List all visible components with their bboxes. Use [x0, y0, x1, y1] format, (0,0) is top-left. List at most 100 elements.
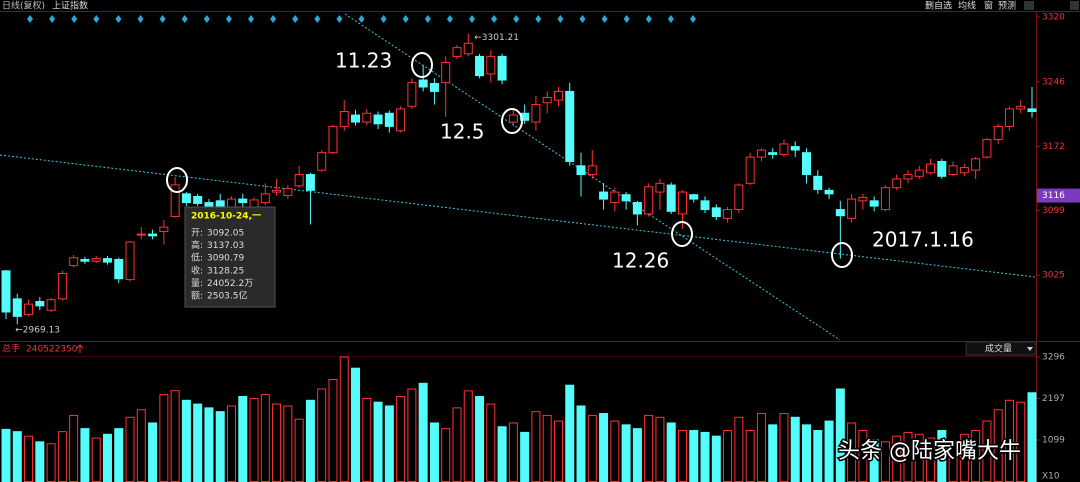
volume-bar: [204, 407, 214, 482]
tool[interactable]: 窗: [984, 0, 993, 12]
candle-body: [802, 152, 812, 176]
tooltip-value: 3128.25: [207, 266, 244, 276]
signal-marker: [380, 15, 387, 23]
volume-bar: [351, 367, 361, 482]
candle-body: [441, 62, 451, 84]
volume-bar: [689, 430, 699, 482]
candle-body: [452, 47, 462, 57]
volume-bar: [497, 426, 507, 482]
volume-bar: [283, 405, 293, 482]
signal-marker: [358, 15, 365, 23]
volume-bar: [756, 413, 766, 482]
indicator-select[interactable]: [965, 341, 1037, 356]
y-tick-label: 3172: [1042, 142, 1065, 152]
signal-marker: [535, 15, 542, 23]
volume-bar: [486, 403, 496, 482]
highlight-circle: [831, 242, 853, 268]
candle-body: [745, 156, 755, 184]
dropdown-arrow[interactable]: [1027, 347, 1033, 351]
signal-marker: [645, 15, 652, 23]
candle-body: [813, 175, 823, 190]
low-label: ←2969.13: [15, 326, 60, 336]
candle-body: [351, 114, 361, 123]
signal-marker: [690, 15, 696, 23]
candle-body: [283, 188, 293, 197]
candle-body: [24, 303, 34, 316]
candle-body: [272, 189, 282, 193]
tooltip-value: 3090.79: [207, 254, 244, 264]
volume-bar: [294, 418, 304, 482]
candle-body: [621, 194, 631, 202]
signal-marker: [446, 15, 453, 23]
candle-body: [136, 233, 146, 236]
y-tick-label: 3025: [1042, 271, 1065, 281]
volume-bar: [508, 422, 518, 482]
volume-bar: [181, 399, 191, 482]
volume-bar: [80, 428, 90, 482]
candle-body: [711, 207, 721, 218]
tooltip-label: 低:: [191, 252, 203, 264]
candle-body: [238, 198, 248, 204]
watermark: 头条 @陆家嘴大牛: [838, 439, 1021, 464]
candle-body: [824, 189, 834, 195]
signal-marker: [579, 15, 586, 23]
tool[interactable]: 均线: [958, 0, 976, 12]
y-tick-label: 3099: [1042, 206, 1065, 216]
period: 日线(复权): [2, 0, 45, 12]
window-button[interactable]: [1024, 1, 1034, 10]
volume-bar: [136, 409, 146, 482]
volume-bar: [475, 396, 485, 482]
signal-marker: [71, 15, 78, 23]
signal-marker: [314, 15, 321, 23]
y-tick-label: 1099: [1042, 435, 1065, 445]
candle-body: [903, 174, 913, 180]
tooltip-value: 3137.03: [207, 241, 244, 251]
tool[interactable]: 预测: [998, 1, 1016, 12]
volume-bar: [102, 433, 112, 482]
signal-marker: [248, 15, 254, 23]
candle-body: [328, 125, 338, 154]
volume-bar: [813, 430, 823, 482]
signal-marker: [292, 15, 299, 23]
candle-body: [677, 191, 687, 215]
volume-bar: [384, 405, 394, 482]
tool[interactable]: 删自选: [925, 0, 952, 12]
volume-bar: [407, 388, 417, 482]
volume-bar: [272, 403, 282, 482]
window-button[interactable]: [1070, 1, 1079, 10]
volume-bar: [576, 405, 586, 482]
candle-body: [463, 42, 473, 55]
volume-bar: [339, 356, 349, 482]
candle-body: [644, 186, 654, 215]
candle-body: [790, 146, 800, 151]
y-tick-label: 3296: [1042, 353, 1065, 363]
tooltip-value: 24052.2万: [207, 279, 253, 289]
volume-bar: [305, 399, 315, 482]
candle-body: [565, 90, 575, 162]
candle-body: [429, 83, 439, 92]
signal-marker: [336, 15, 343, 23]
y-tick-label: 3246: [1042, 77, 1065, 87]
candle-body: [948, 165, 958, 176]
candle-body: [531, 104, 541, 123]
volume-bar: [531, 411, 541, 482]
tooltip: 2016-10-24,一开: 3092.05 高: 3137.03 低: 3090.79 收…: [184, 206, 276, 308]
y-tick-label: 2197: [1042, 394, 1065, 404]
volume-bar: [587, 414, 597, 482]
candle-body: [193, 195, 203, 204]
signal-marker: [623, 15, 630, 23]
candle-body: [914, 169, 924, 177]
annotation: 12.5: [440, 120, 485, 144]
volume-bar: [1027, 392, 1037, 482]
signal-marker: [513, 15, 520, 23]
highlight-circle: [501, 108, 523, 134]
tooltip-label: 开:: [191, 228, 203, 239]
candle-body: [125, 241, 135, 281]
candle-body: [114, 258, 124, 280]
candle-body: [475, 55, 485, 77]
volume-bar: [91, 437, 101, 482]
volume-bar: [621, 424, 631, 482]
volume-bar: [632, 428, 642, 482]
candle-body: [892, 178, 902, 189]
